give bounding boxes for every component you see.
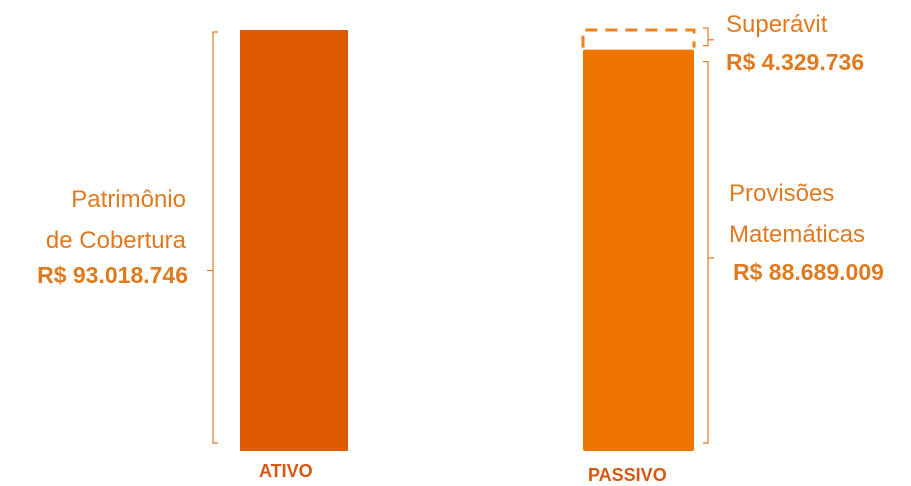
superavit-label: Superávit [726, 11, 828, 38]
brace-provisoes [703, 60, 709, 444]
bar-ativo [240, 30, 348, 451]
provisoes-label-line1: Provisões [729, 180, 835, 207]
ativo-value: R$ 93.018.746 [37, 262, 188, 288]
provisoes-value: R$ 88.689.009 [733, 259, 884, 285]
category-label-passivo: PASSIVO [588, 465, 667, 485]
brace-superavit [703, 27, 709, 47]
provisoes-label-line2: Matemáticas [729, 221, 866, 248]
ativo-label-line2: de Cobertura [45, 227, 186, 254]
bar-passivo [583, 49, 694, 452]
category-label-ativo: ATIVO [259, 461, 313, 481]
bar-superavit-dashed [581, 28, 696, 48]
brace-ativo [212, 31, 218, 444]
ativo-label-line1: Patrimônio [71, 186, 186, 213]
superavit-value: R$ 4.329.736 [726, 49, 865, 75]
